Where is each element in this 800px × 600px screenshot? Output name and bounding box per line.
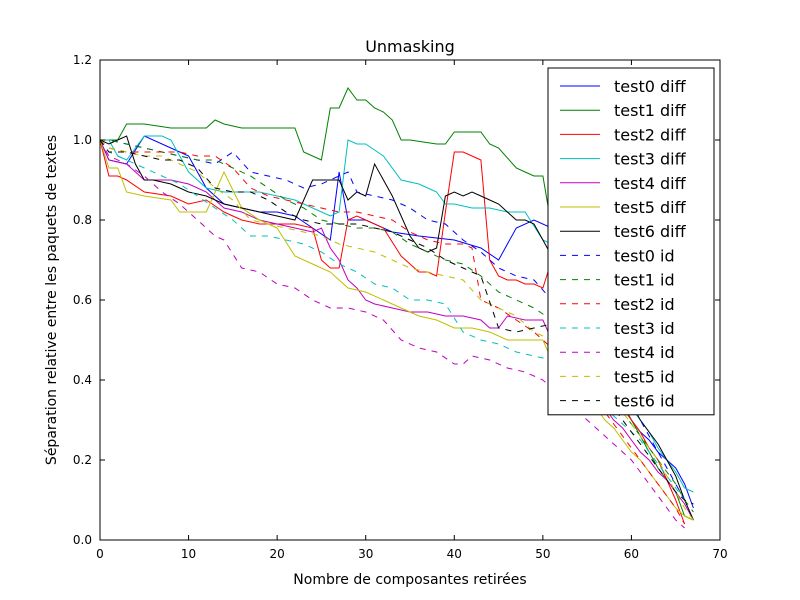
- legend-label: test3 diff: [614, 150, 687, 169]
- y-tick-label: 0.6: [73, 293, 92, 307]
- series-line-test2-id: [100, 139, 686, 525]
- legend-label: test6 id: [614, 392, 675, 411]
- legend-box: [547, 67, 715, 416]
- chart-title: Unmasking: [365, 37, 455, 56]
- legend: test0 diff test1 diff test2 diff test3 diff…: [547, 67, 715, 416]
- legend-label: test3 id: [614, 319, 675, 338]
- legend-label: test1 id: [614, 271, 675, 290]
- legend-label: test2 id: [614, 295, 675, 314]
- series-line-test6-id: [100, 139, 694, 505]
- series-line-test1-id: [100, 139, 694, 513]
- legend-label: test4 id: [614, 343, 675, 362]
- axis-ticks: 0 10 20 30 40 50 60 70 0.0 0.2 0.4 0.6 0.8 1.0 1.2: [73, 53, 728, 561]
- x-tick-label: 30: [358, 547, 373, 561]
- x-tick-label: 40: [447, 547, 462, 561]
- series-line-test5-id: [100, 139, 694, 521]
- x-tick-label: 50: [535, 547, 550, 561]
- legend-label: test2 diff: [614, 125, 687, 144]
- y-tick-label: 1.2: [73, 53, 92, 67]
- y-axis-label: Séparation relative entre les paquets de…: [44, 135, 60, 465]
- legend-label: test0 id: [614, 246, 675, 265]
- legend-label: test6 diff: [614, 222, 687, 241]
- legend-label: test0 diff: [614, 77, 687, 96]
- x-tick-label: 10: [181, 547, 196, 561]
- series-line-test4-diff: [100, 139, 694, 521]
- x-tick-label: 0: [96, 547, 104, 561]
- x-tick-label: 20: [270, 547, 285, 561]
- legend-label: test5 diff: [614, 198, 687, 217]
- series-line-test3-id: [100, 139, 686, 501]
- y-tick-label: 1.0: [73, 133, 92, 147]
- series-line-test5-diff: [100, 139, 694, 521]
- legend-label: test1 diff: [614, 101, 687, 120]
- legend-label: test5 id: [614, 367, 675, 386]
- y-tick-label: 0.8: [73, 213, 92, 227]
- x-tick-label: 60: [624, 547, 639, 561]
- y-tick-label: 0.0: [73, 533, 92, 547]
- y-tick-label: 0.4: [73, 373, 92, 387]
- y-tick-label: 0.2: [73, 453, 92, 467]
- legend-label: test4 diff: [614, 174, 687, 193]
- x-axis-label: Nombre de composantes retirées: [293, 572, 526, 588]
- x-tick-label: 70: [712, 547, 727, 561]
